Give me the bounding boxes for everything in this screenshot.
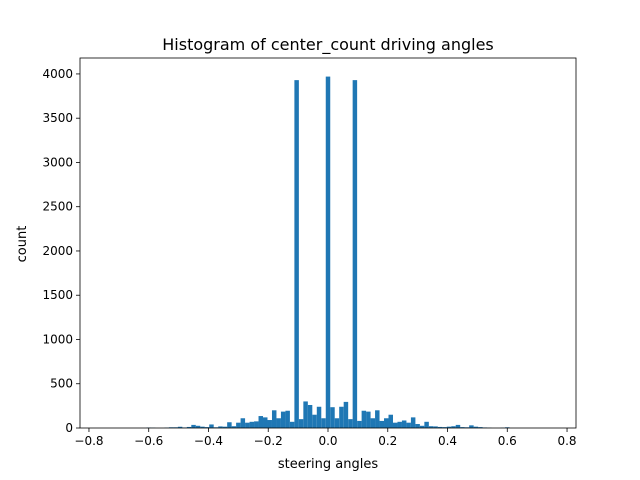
x-tick-label: 0.4	[438, 434, 457, 448]
x-tick-label: 0.0	[318, 434, 337, 448]
histogram-bar	[303, 401, 308, 428]
x-tick-label: 0.6	[498, 434, 517, 448]
histogram-bar	[280, 411, 286, 428]
histogram-bar	[231, 426, 237, 428]
histogram-bar	[195, 425, 201, 428]
y-tick-label: 3500	[42, 111, 73, 125]
histogram-bar	[406, 422, 411, 428]
x-tick-label: −0.6	[134, 434, 163, 448]
histogram-bar	[321, 418, 326, 428]
histogram-bar	[424, 421, 429, 428]
histogram-bar	[204, 427, 210, 428]
histogram-bar	[191, 424, 196, 428]
histogram-bar	[294, 80, 299, 428]
histogram-bar	[357, 420, 362, 428]
histogram-bar	[330, 407, 335, 428]
y-tick-label: 1000	[42, 332, 73, 346]
x-axis-label: steering angles	[278, 457, 379, 472]
histogram-bar	[455, 424, 461, 428]
histogram-bar	[249, 421, 255, 428]
y-tick-label: 2000	[42, 244, 73, 258]
histogram-bar	[379, 420, 385, 428]
histogram-bar	[442, 427, 447, 428]
histogram-bar	[312, 414, 317, 428]
plot-frame	[79, 57, 577, 429]
histogram-bar	[419, 425, 425, 428]
histogram-bar	[370, 418, 376, 428]
y-tick-label: 500	[50, 377, 73, 391]
histogram-bar	[384, 418, 389, 428]
histogram-bar	[285, 410, 290, 428]
bars-group	[146, 76, 510, 428]
histogram-bar	[451, 426, 456, 428]
x-tick-label: −0.2	[254, 434, 283, 448]
histogram-bar	[316, 406, 322, 428]
x-axis-ticks: −0.8 −0.6 −0.4 −0.2 0.0 0.2 0.4 0.6 0.8	[74, 428, 577, 448]
histogram-bar	[298, 419, 304, 428]
histogram-bar	[227, 422, 232, 428]
x-tick-label: −0.4	[194, 434, 223, 448]
histogram-bar	[433, 426, 438, 428]
histogram-bar	[263, 417, 268, 428]
histogram-bar	[177, 426, 183, 428]
histogram-bar	[469, 425, 474, 428]
histogram-bar	[245, 422, 250, 428]
histogram-bar	[325, 76, 331, 428]
y-axis-ticks: 0 500 1000 1500 2000 2500 3000 3500 4000	[42, 67, 80, 435]
histogram-bar	[339, 406, 344, 428]
histogram-bar	[415, 424, 420, 428]
histogram-bar	[478, 427, 483, 428]
histogram-bar	[366, 411, 371, 428]
x-tick-label: 0.2	[378, 434, 397, 448]
histogram-bar	[218, 426, 223, 428]
histogram-bar	[343, 401, 349, 428]
histogram-bar	[334, 418, 340, 428]
y-tick-label: 3000	[42, 155, 73, 169]
histogram-bar	[240, 418, 246, 428]
histogram-bar	[267, 420, 272, 428]
histogram-bar	[236, 422, 241, 428]
histogram-bar	[254, 421, 259, 428]
histogram-bar	[307, 404, 313, 428]
histogram-bar	[209, 424, 214, 428]
histogram-bar	[460, 427, 465, 428]
y-tick-label: 2500	[42, 200, 73, 214]
histogram-bar	[258, 416, 264, 428]
chart-title: Histogram of center_count driving angles	[162, 35, 494, 55]
histogram-bar	[361, 410, 367, 428]
histogram-bar	[401, 420, 407, 428]
histogram-bar	[276, 418, 281, 428]
histogram-bar	[289, 421, 295, 428]
histogram-bar	[428, 426, 434, 428]
histogram-bar	[410, 417, 416, 428]
y-tick-label: 4000	[42, 67, 73, 81]
histogram-bar	[446, 426, 452, 428]
histogram-bar	[397, 421, 402, 428]
histogram-bar	[388, 414, 393, 428]
histogram-bar	[186, 426, 192, 428]
histogram-bar	[437, 426, 443, 428]
histogram-bar	[392, 422, 398, 428]
histogram-bar	[473, 426, 479, 428]
histogram-bar	[222, 426, 228, 428]
y-axis-label: count	[15, 226, 30, 263]
histogram-bar	[200, 426, 205, 428]
histogram-bar	[352, 80, 358, 428]
histogram-bar	[375, 410, 380, 428]
y-tick-label: 0	[65, 421, 73, 435]
x-tick-label: −0.8	[74, 434, 103, 448]
histogram-bar	[348, 419, 353, 428]
y-tick-label: 1500	[42, 288, 73, 302]
histogram-bar	[271, 410, 277, 428]
x-tick-label: 0.8	[557, 434, 576, 448]
